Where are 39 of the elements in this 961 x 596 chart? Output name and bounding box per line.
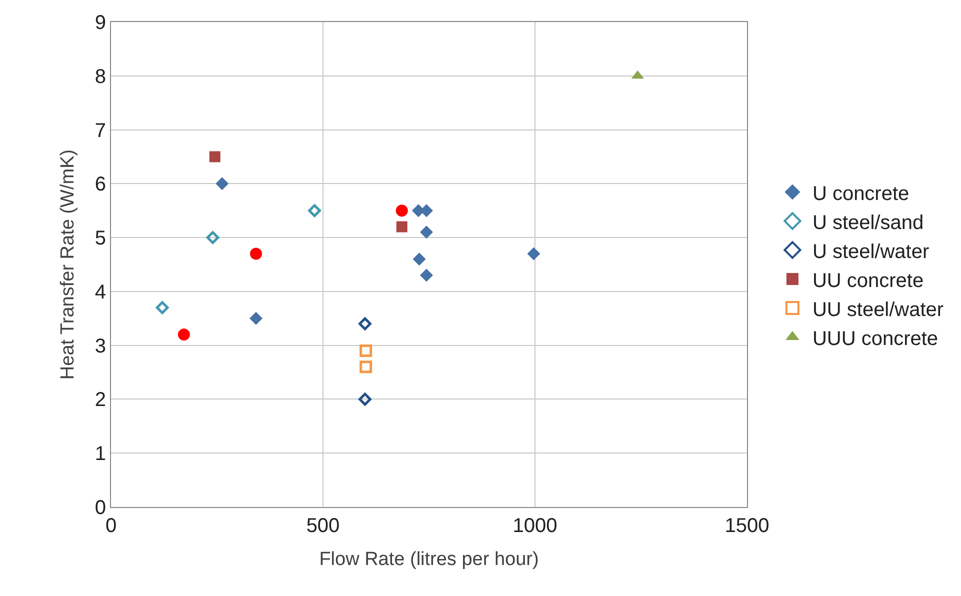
point — [250, 248, 262, 260]
point — [420, 268, 433, 282]
legend-label: U steel/water — [812, 240, 930, 263]
x-tick-label: 1500 — [724, 515, 770, 537]
y-tick-label: 2 — [94, 389, 106, 412]
y-tick-label: 3 — [94, 335, 106, 358]
point — [360, 360, 372, 374]
point — [250, 312, 263, 325]
legend-label: UUU concrete — [812, 328, 938, 350]
x-tick-label: 1000 — [512, 515, 558, 537]
y-tick-label: 1 — [94, 443, 106, 466]
y-axis-title: Heat Transfer Rate (W/mK) — [58, 149, 79, 380]
y-tick-label: 4 — [94, 281, 106, 304]
point — [358, 317, 372, 330]
y-tick-label: 9 — [94, 12, 106, 34]
point — [360, 344, 372, 357]
y-tick-label: 5 — [94, 228, 106, 250]
y-tick-label: 0 — [94, 497, 106, 519]
y-tick-label: 8 — [94, 66, 106, 88]
point — [209, 151, 220, 162]
x-axis-title: Flow Rate (litres per hour) — [319, 548, 539, 570]
legend-label: U concrete — [812, 182, 910, 205]
x-tick-label: 500 — [306, 515, 340, 537]
point — [412, 252, 426, 266]
point — [527, 247, 540, 260]
point — [308, 204, 321, 218]
point — [396, 221, 408, 232]
y-tick-label: 7 — [94, 120, 106, 142]
point — [358, 392, 372, 406]
legend-label: U steel/sand — [812, 212, 924, 234]
point — [206, 231, 220, 244]
point — [156, 301, 169, 314]
y-tick-label: 6 — [94, 174, 106, 196]
point — [216, 177, 229, 190]
legend-label: UU steel/water — [812, 298, 944, 321]
point — [178, 328, 190, 341]
point — [420, 226, 433, 239]
point — [396, 204, 408, 217]
legend-label: UU concrete — [812, 270, 924, 292]
